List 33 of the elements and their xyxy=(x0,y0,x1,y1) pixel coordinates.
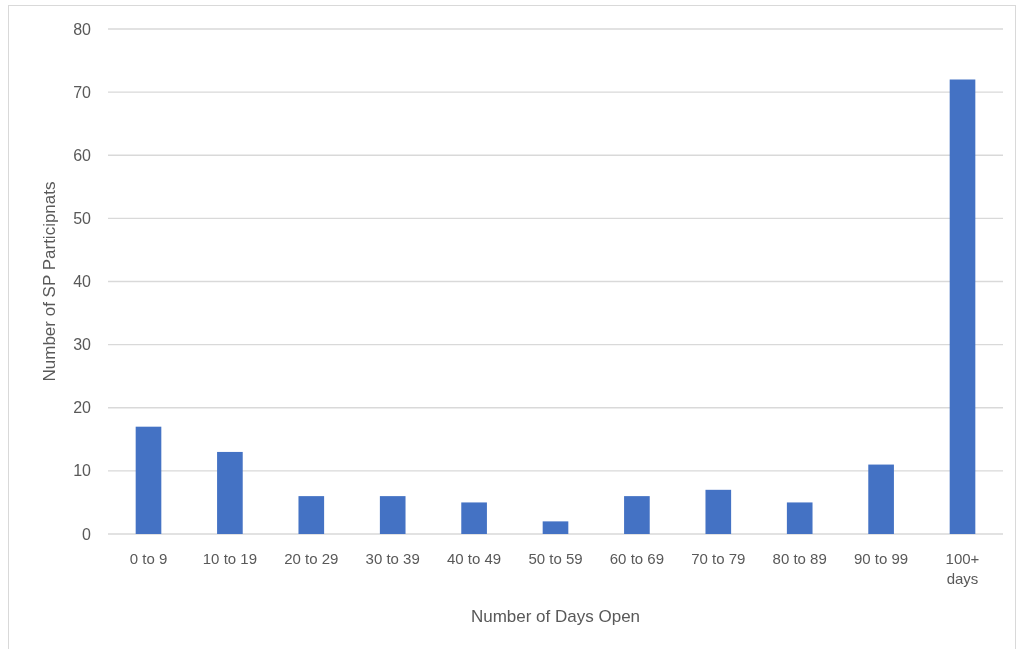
y-tick-label: 60 xyxy=(73,146,92,164)
x-tick-label: 90 to 99 xyxy=(853,550,909,567)
x-tick-label: 70 to 79 xyxy=(691,550,746,567)
y-tick-label: 30 xyxy=(73,336,92,354)
y-tick-label: 50 xyxy=(73,209,92,227)
x-tick-label: 10 to 19 xyxy=(202,550,258,567)
bar xyxy=(705,489,732,534)
bar xyxy=(461,502,487,534)
x-tick-label: 20 to 29 xyxy=(284,550,339,567)
x-tick-label: 50 to 59 xyxy=(528,550,583,567)
y-tick-label: 20 xyxy=(73,399,92,417)
y-axis-title: Number of SP Participnats xyxy=(40,181,59,382)
x-tick-label: 100+ days xyxy=(945,550,980,587)
bar xyxy=(624,496,650,534)
x-tick-label: 0 to 9 xyxy=(129,550,168,567)
bar xyxy=(217,451,243,534)
x-tick-label: 30 to 39 xyxy=(365,550,420,567)
y-tick-label: 80 xyxy=(73,20,92,38)
x-tick-label: 60 to 69 xyxy=(609,550,665,567)
y-tick-label: 10 xyxy=(73,462,92,480)
y-tick-label: 70 xyxy=(73,83,92,101)
bar xyxy=(542,521,569,534)
bar xyxy=(868,464,894,534)
y-tick-label: 0 xyxy=(82,525,92,543)
bar xyxy=(949,79,976,534)
bar xyxy=(298,496,325,534)
x-axis-title: Number of Days Open xyxy=(470,607,641,626)
x-tick-label: 40 to 49 xyxy=(446,550,502,567)
y-tick-label: 40 xyxy=(73,273,92,291)
x-tick-label: 80 to 89 xyxy=(772,550,827,567)
bar xyxy=(379,496,406,534)
bar xyxy=(135,426,162,534)
bar xyxy=(786,502,813,534)
